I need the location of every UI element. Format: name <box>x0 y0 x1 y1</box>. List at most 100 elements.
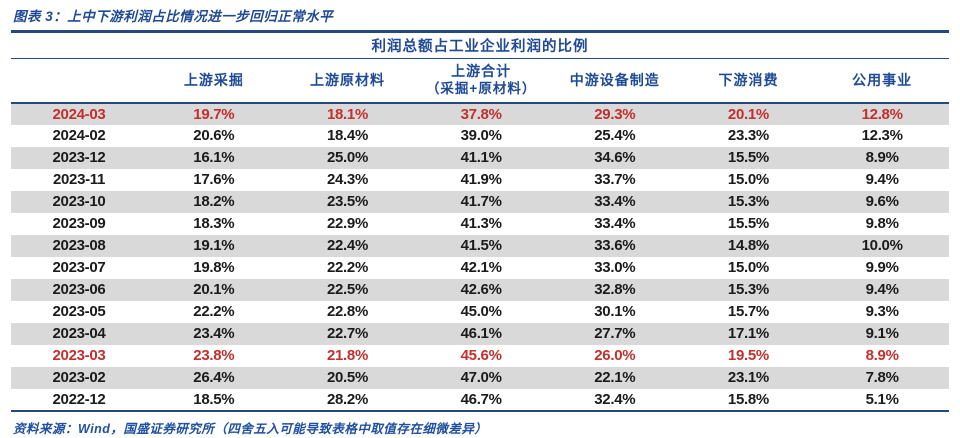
row-date: 2024-02 <box>52 127 106 144</box>
row-value: 18.4% <box>326 127 368 144</box>
col-header-upstream-mining: 上游采掘 <box>147 58 281 104</box>
row-date: 2023-07 <box>52 259 106 276</box>
row-value: 32.8% <box>594 281 636 298</box>
row-value: 41.5% <box>460 237 502 254</box>
row-value: 14.8% <box>727 237 769 254</box>
row-value: 12.8% <box>861 105 903 123</box>
row-value: 46.1% <box>460 325 502 342</box>
table-row: 2023-10 18.2% 23.5% 41.7% 33.4% 15.3% 9.6% <box>11 190 949 213</box>
row-value: 42.1% <box>460 259 502 276</box>
row-value: 18.5% <box>193 390 235 408</box>
row-value: 22.4% <box>326 237 368 254</box>
col-header-midstream-equipment: 中游设备制造 <box>547 58 682 104</box>
row-value: 9.9% <box>865 259 899 276</box>
table-row: 2023-05 22.2% 22.8% 45.0% 30.1% 15.7% 9.3% <box>11 301 949 323</box>
row-value: 41.7% <box>460 193 502 210</box>
row-value: 22.9% <box>326 215 368 232</box>
table-header-row: 上游采掘 上游原材料 上游合计 （采掘+原材料） 中游设备制造 下游消费 公用事… <box>11 58 949 104</box>
col-header-upstream-total-main: 上游合计 <box>451 63 512 80</box>
row-date: 2023-04 <box>52 325 106 342</box>
title-divider <box>11 30 949 33</box>
row-value: 15.0% <box>727 171 769 188</box>
row-value: 22.5% <box>326 281 368 298</box>
row-value: 39.0% <box>460 127 502 144</box>
row-date: 2023-09 <box>52 215 106 232</box>
row-value: 18.2% <box>193 193 235 210</box>
figure-title: 图表 3：上中下游利润占比情况进一步回归正常水平 <box>13 9 334 24</box>
table-caption: 利润总额占工业企业利润的比例 <box>11 32 949 59</box>
row-value: 33.4% <box>594 215 636 232</box>
row-value: 22.1% <box>594 369 636 386</box>
col-header-downstream-consumption: 下游消费 <box>681 58 816 104</box>
row-date: 2023-08 <box>52 237 106 254</box>
row-value: 47.0% <box>460 369 502 386</box>
row-value: 41.9% <box>460 171 502 188</box>
row-value: 24.3% <box>326 171 368 188</box>
row-value: 7.8% <box>865 369 899 386</box>
row-value: 21.8% <box>326 347 368 364</box>
source-note: 资料来源：Wind，国盛证券研究所（四舍五入可能导致表格中取值存在细微差异） <box>13 421 488 436</box>
row-value: 8.9% <box>865 347 899 364</box>
col-header-utilities: 公用事业 <box>815 58 949 104</box>
row-value: 10.0% <box>861 237 903 254</box>
profit-share-table: 利润总额占工业企业利润的比例 上游采掘 上游原材料 上游合计 （采掘+原材料） … <box>11 32 949 412</box>
row-date: 2023-11 <box>52 171 106 188</box>
row-value: 9.6% <box>865 193 899 210</box>
row-value: 34.6% <box>594 149 636 166</box>
row-value: 26.0% <box>594 347 636 364</box>
row-value: 18.1% <box>326 105 368 123</box>
row-value: 19.8% <box>193 259 235 276</box>
row-value: 8.9% <box>865 149 899 166</box>
row-value: 37.8% <box>460 105 502 123</box>
row-value: 12.3% <box>861 127 903 144</box>
row-value: 19.1% <box>193 237 235 254</box>
row-date: 2024-03 <box>52 105 106 123</box>
row-value: 45.6% <box>460 347 502 364</box>
table-row: 2023-11 17.6% 24.3% 41.9% 33.7% 15.0% 9.4% <box>11 169 949 191</box>
row-value: 9.4% <box>865 171 899 188</box>
row-value: 29.3% <box>594 105 636 123</box>
row-value: 45.0% <box>460 303 502 320</box>
col-header-upstream-total: 上游合计 （采掘+原材料） <box>414 58 548 104</box>
row-value: 22.2% <box>326 259 368 276</box>
row-value: 41.1% <box>460 149 502 166</box>
row-value: 23.3% <box>727 127 769 144</box>
table-row: 2023-12 16.1% 25.0% 41.1% 34.6% 15.5% 8.9% <box>11 146 949 169</box>
row-value: 20.6% <box>193 127 235 144</box>
col-header-upstream-materials: 上游原材料 <box>280 58 415 104</box>
row-value: 15.7% <box>727 303 769 320</box>
row-date: 2022-12 <box>52 390 106 408</box>
row-value: 15.0% <box>727 259 769 276</box>
table-row: 2023-02 26.4% 20.5% 47.0% 22.1% 23.1% 7.8% <box>11 366 949 389</box>
table-row: 2024-02 20.6% 18.4% 39.0% 25.4% 23.3% 12.3% <box>11 125 949 147</box>
row-value: 42.6% <box>460 281 502 298</box>
row-date: 2023-02 <box>52 369 106 386</box>
row-value: 18.3% <box>193 215 235 232</box>
table-row: 2022-12 18.5% 28.2% 46.7% 32.4% 15.8% 5.1% <box>11 389 949 411</box>
row-value: 20.5% <box>326 369 368 386</box>
row-value: 33.6% <box>594 237 636 254</box>
table-row: 2023-07 19.8% 22.2% 42.1% 33.0% 15.0% 9.9% <box>11 257 949 279</box>
table-row: 2023-06 20.1% 22.5% 42.6% 32.8% 15.3% 9.4% <box>11 278 949 301</box>
row-value: 46.7% <box>460 390 502 408</box>
table-body: 2024-03 19.7% 18.1% 37.8% 29.3% 20.1% 12.8% 202… <box>11 102 949 411</box>
row-value: 17.6% <box>193 171 235 188</box>
row-value: 9.8% <box>865 215 899 232</box>
row-value: 26.4% <box>193 369 235 386</box>
row-value: 33.4% <box>594 193 636 210</box>
row-value: 19.7% <box>193 105 235 123</box>
row-value: 23.5% <box>326 193 368 210</box>
table-row: 2024-03 19.7% 18.1% 37.8% 29.3% 20.1% 12.8% <box>11 102 949 125</box>
row-value: 15.8% <box>727 390 769 408</box>
row-value: 17.1% <box>727 325 769 342</box>
row-value: 30.1% <box>594 303 636 320</box>
row-date: 2023-12 <box>52 149 106 166</box>
row-date: 2023-05 <box>52 303 106 320</box>
table-row: 2023-03 23.8% 21.8% 45.6% 26.0% 19.5% 8.9% <box>11 345 949 367</box>
row-date: 2023-06 <box>52 281 106 298</box>
col-header-upstream-total-sub: （采掘+原材料） <box>425 80 537 96</box>
row-value: 20.1% <box>727 105 769 123</box>
row-value: 25.0% <box>326 149 368 166</box>
row-value: 19.5% <box>727 347 769 364</box>
row-value: 20.1% <box>193 281 235 298</box>
